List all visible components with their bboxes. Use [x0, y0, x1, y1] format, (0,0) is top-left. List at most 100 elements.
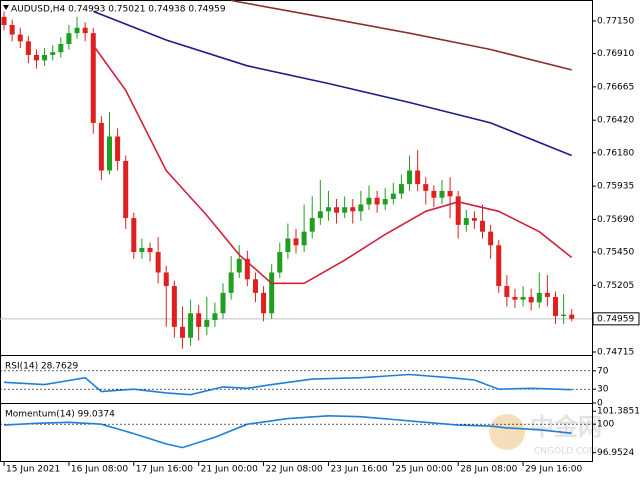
candle-body [42, 54, 48, 61]
candle-body [50, 52, 56, 55]
y-tick-label: 0.74715 [597, 348, 634, 358]
candle-body [188, 313, 194, 338]
candle-body [407, 170, 413, 185]
y-tick-label: 0.76180 [597, 148, 634, 158]
title-icon [3, 5, 9, 10]
candle-body [123, 160, 129, 219]
candle-body [334, 207, 340, 213]
candle-body [423, 184, 429, 191]
candle-body [147, 247, 153, 253]
x-tick-label: 23 Jun 16:00 [330, 465, 387, 475]
candle-body [431, 190, 437, 198]
chart-title: AUDUSD,H4 0.74993 0.75021 0.74938 0.7495… [11, 5, 226, 15]
line-series [93, 10, 572, 157]
y-tick-label: 30 [597, 385, 609, 395]
panel-title: RSI(14) 28.7629 [5, 362, 78, 372]
candle-body [155, 252, 161, 273]
candle-body [212, 313, 218, 321]
line-series [4, 414, 572, 449]
candle-body [17, 34, 23, 42]
x-tick-label: 25 Jun 00:00 [395, 465, 452, 475]
candle-body [342, 207, 348, 213]
candle-body [390, 193, 396, 200]
y-tick-label: 70 [597, 366, 609, 376]
x-tick-label: 17 Jun 16:00 [136, 465, 193, 475]
candle-body [179, 326, 185, 338]
last-price-box [592, 312, 640, 326]
candle-body [33, 54, 39, 61]
y-tick-label: 101.3851 [597, 407, 640, 417]
candle-body [90, 33, 96, 123]
candle-body [415, 170, 421, 185]
candle-body [317, 211, 323, 219]
candle-body [544, 292, 550, 297]
line-series [4, 373, 572, 396]
x-tick-label: 29 Jun 16:00 [525, 465, 582, 475]
y-tick-label: 0.75935 [597, 182, 634, 192]
candle-body [236, 258, 242, 273]
candle-body [252, 279, 258, 293]
candle-body [358, 204, 364, 212]
y-tick-label: 0.76665 [597, 82, 634, 92]
candle-body [439, 190, 445, 198]
candle-body [131, 218, 137, 253]
watermark: 中金网 CNGOLD.COM [489, 413, 602, 457]
candle-body [350, 207, 356, 212]
candle-body [536, 292, 542, 303]
y-tick-label: 100 [597, 420, 614, 430]
y-tick-label: 96.9524 [597, 448, 634, 458]
candle-body [163, 272, 169, 287]
candle-body [301, 231, 307, 246]
candle-body [480, 220, 486, 232]
y-tick-label: 0.75205 [597, 281, 634, 291]
candle-body [244, 258, 250, 280]
candle-body [204, 320, 210, 327]
candle-body [285, 238, 291, 253]
candle-body [115, 136, 121, 161]
candle-body [447, 190, 453, 197]
candle-body [220, 292, 226, 314]
candle-body [277, 252, 283, 273]
candle-body [82, 27, 88, 34]
candle-body [374, 197, 380, 205]
candle-body [325, 207, 331, 212]
candle-body [366, 197, 372, 205]
candle-body [1, 16, 7, 26]
candle-body [293, 238, 299, 246]
candle-body [269, 272, 275, 314]
y-tick-label: 0 [597, 399, 603, 409]
y-tick-label: 0.76910 [597, 49, 634, 59]
y-tick-label: 0.75450 [597, 248, 634, 258]
candle-body [139, 247, 145, 253]
candle-body [66, 33, 72, 45]
x-tick-label: 16 Jun 08:00 [71, 465, 128, 475]
candle-body [382, 199, 388, 205]
candle-body [488, 231, 494, 246]
watermark-name: 中金网 [530, 413, 602, 441]
candle-body [171, 286, 177, 327]
watermark-logo [489, 414, 525, 450]
candle-body [309, 218, 315, 232]
candle-body [561, 314, 567, 316]
candle-body [504, 286, 510, 297]
y-tick-label: 0.77150 [597, 16, 634, 26]
y-tick-label: 0.75690 [597, 215, 634, 225]
candle-body [261, 292, 267, 314]
candle-body [106, 136, 112, 171]
candle-body [9, 25, 15, 35]
y-tick-label: 0.76420 [597, 116, 634, 126]
candle-body [553, 296, 559, 316]
line-series [230, 0, 572, 71]
watermark-site: CNGOLD.COM [534, 447, 597, 457]
candle-body [528, 296, 534, 303]
x-tick-label: 28 Jun 08:00 [460, 465, 517, 475]
candle-body [520, 296, 526, 300]
x-tick-label: 22 Jun 08:00 [266, 465, 323, 475]
candle-body [74, 27, 80, 34]
candle-body [512, 296, 518, 300]
candle-body [58, 44, 64, 53]
candle-body [471, 218, 477, 221]
candle-body [196, 313, 202, 327]
line-series [92, 44, 573, 285]
